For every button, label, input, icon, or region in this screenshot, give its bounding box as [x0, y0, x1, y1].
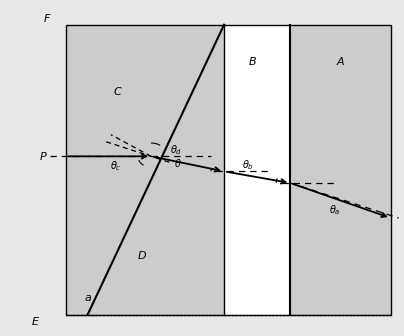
Text: $a$: $a$ — [84, 293, 92, 303]
Text: $\theta_d$: $\theta_d$ — [170, 143, 182, 157]
Text: $\theta$: $\theta$ — [174, 157, 182, 169]
Text: $\theta_a$: $\theta_a$ — [328, 203, 340, 217]
Text: $A$: $A$ — [336, 55, 345, 68]
Text: $C$: $C$ — [113, 85, 122, 97]
Text: $D$: $D$ — [137, 249, 147, 261]
Bar — [224, 25, 290, 314]
Text: $E$: $E$ — [31, 315, 40, 327]
Bar — [290, 25, 391, 314]
Bar — [65, 25, 224, 314]
Bar — [65, 25, 391, 314]
Text: $F$: $F$ — [43, 12, 52, 24]
Text: $B$: $B$ — [248, 55, 257, 68]
Text: $\theta_c$: $\theta_c$ — [110, 160, 122, 173]
Text: $P$: $P$ — [39, 150, 48, 162]
Text: $\theta_b$: $\theta_b$ — [242, 158, 254, 172]
